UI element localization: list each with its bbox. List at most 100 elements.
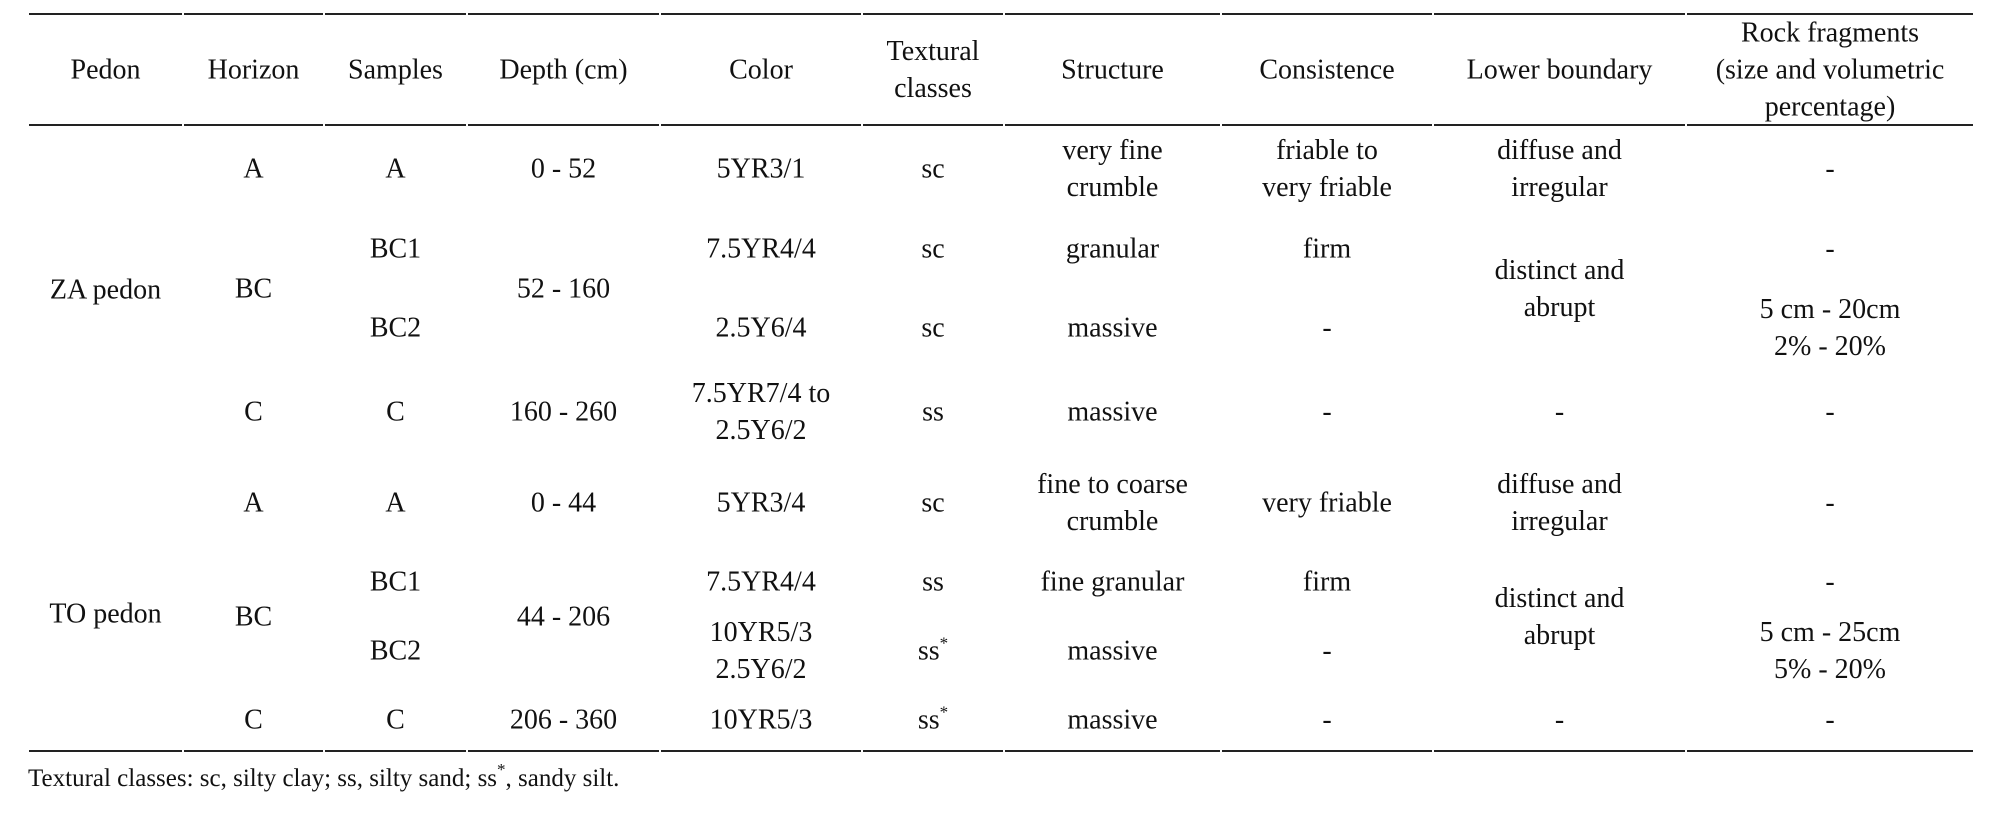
rule-line	[863, 750, 1003, 752]
cell-line: 5YR3/4	[716, 487, 806, 519]
texture: ss*	[918, 702, 948, 739]
cell-line: irregular	[1511, 172, 1608, 203]
structure: fine granular	[1041, 564, 1185, 601]
cell-line: 2.5Y6/4	[715, 312, 807, 344]
cell-line: ss*	[918, 702, 948, 739]
lower-boundary: distinct and abrupt	[1495, 580, 1625, 654]
cell-line: 0 - 52	[530, 153, 597, 185]
structure: massive	[1067, 633, 1157, 670]
cell-line: C	[244, 396, 263, 428]
color: 10YR5/3 2.5Y6/2	[710, 614, 813, 688]
sample: BC1	[370, 231, 421, 268]
header-cell: Rock fragments (size and volumetric percen…	[1716, 15, 1945, 126]
cell-line: BC1	[369, 233, 422, 265]
color: 5YR3/1	[717, 151, 806, 188]
structure: very fine crumble	[1062, 132, 1162, 206]
rock-fragments: 5 cm - 20cm 2% - 20%	[1760, 291, 1901, 365]
rock-fragments: -	[1825, 231, 1834, 268]
rule-line	[1222, 750, 1432, 752]
cell-line: 206 - 360	[509, 704, 618, 736]
color: 2.5Y6/4	[716, 310, 807, 347]
sample: BC2	[370, 633, 421, 670]
cell-line: -	[1554, 704, 1565, 736]
rock-fragments: 5 cm - 25cm 5% - 20%	[1760, 614, 1901, 688]
cell-line: TO pedon	[49, 598, 162, 630]
rule-line	[184, 124, 323, 126]
cell-text: ss	[917, 704, 940, 736]
consistence: friable to very friable	[1262, 132, 1392, 206]
horizon: BC	[235, 270, 272, 307]
cell-line: -	[1825, 704, 1835, 736]
texture: sc	[921, 310, 944, 347]
sample: A	[385, 485, 405, 522]
rule-line	[1434, 750, 1685, 752]
sample: C	[386, 702, 405, 739]
cell-line: Horizon	[207, 54, 300, 86]
cell-line: Color	[729, 54, 793, 86]
structure: massive	[1067, 310, 1157, 347]
cell-line: -	[1322, 635, 1332, 667]
color: 7.5YR4/4	[706, 564, 816, 601]
footnote-sup: *	[497, 760, 506, 779]
texture: ss*	[918, 633, 948, 670]
cell-line: C	[244, 704, 263, 736]
rule-line	[325, 750, 466, 752]
cell-line: A	[243, 487, 264, 519]
cell-line: BC	[234, 273, 273, 304]
footnote: Textural classes: sc, silty clay; ss, si…	[28, 761, 620, 793]
cell-line: 7.5YR7/4 to	[691, 378, 831, 409]
rule-line	[1434, 13, 1685, 15]
cell-line: irregular	[1511, 506, 1608, 537]
rule-line	[1005, 124, 1220, 126]
cell-line: C	[386, 396, 405, 428]
cell-line: very fine	[1062, 135, 1163, 166]
cell-line: -	[1554, 396, 1565, 428]
consistence: very friable	[1262, 485, 1392, 522]
rule-line	[1687, 124, 1973, 126]
cell-line: BC1	[369, 566, 422, 598]
texture: sc	[921, 485, 944, 522]
cell-line: granular	[1065, 233, 1160, 265]
color: 5YR3/4	[717, 485, 806, 522]
color: 7.5YR4/4	[706, 231, 816, 268]
cell-line: 0 - 44	[530, 487, 597, 519]
cell-line: 2.5Y6/2	[715, 415, 807, 446]
rule-line	[1687, 13, 1973, 15]
cell-line: sc	[921, 233, 945, 265]
cell-line: Depth (cm)	[499, 54, 628, 86]
cell-line: 5YR3/1	[716, 153, 806, 185]
depth: 160 - 260	[510, 394, 617, 431]
lower-boundary: diffuse and irregular	[1497, 132, 1622, 206]
rule-line	[661, 124, 861, 126]
footnote-text: Textural classes: sc, silty clay; ss, si…	[28, 765, 498, 792]
rule-line	[661, 750, 861, 752]
cell-line: -	[1825, 566, 1835, 598]
rule-line	[863, 13, 1003, 15]
rock-fragments: -	[1825, 702, 1834, 739]
cell-line: 5 cm - 20cm	[1759, 294, 1901, 325]
cell-line: Rock fragments	[1740, 17, 1920, 49]
texture: ss	[922, 394, 944, 431]
cell-line: very friable	[1262, 172, 1392, 203]
texture: sc	[921, 231, 944, 268]
cell-line: sc	[921, 487, 945, 519]
cell-line: diffuse and	[1497, 135, 1622, 166]
cell-line: fine granular	[1040, 566, 1185, 598]
rule-line	[468, 13, 659, 15]
cell-line: abrupt	[1523, 291, 1596, 323]
cell-line: -	[1322, 704, 1332, 736]
cell-line: Samples	[348, 54, 443, 86]
cell-line: C	[386, 704, 405, 736]
cell-sup: *	[939, 633, 949, 653]
cell-line: -	[1322, 312, 1332, 344]
cell-line: 160 - 260	[509, 396, 618, 428]
lower-boundary: distinct and abrupt	[1495, 252, 1625, 326]
cell-line: Structure	[1061, 54, 1164, 86]
header-cell: Pedon	[71, 52, 141, 89]
texture: ss	[922, 564, 944, 601]
cell-line: A	[243, 153, 264, 185]
rule-line	[325, 13, 466, 15]
horizon: C	[244, 702, 263, 739]
footnote-text: , sandy silt.	[505, 765, 620, 792]
structure: massive	[1067, 394, 1157, 431]
